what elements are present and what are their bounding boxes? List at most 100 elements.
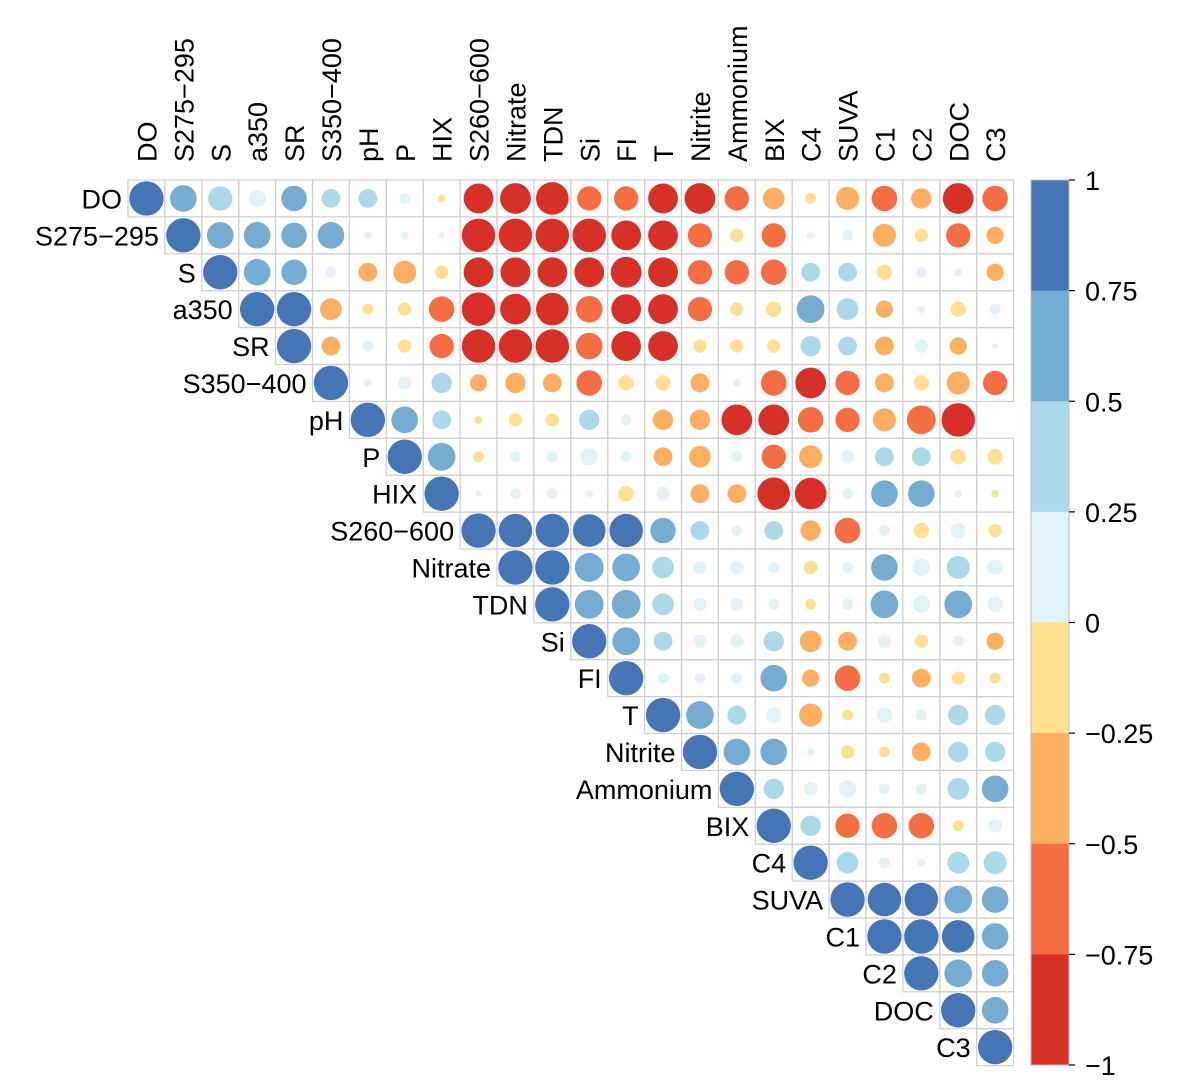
corr-circle-11-12 — [574, 589, 604, 619]
corr-circle-2-10 — [500, 257, 531, 288]
corr-circle-1-12 — [572, 218, 607, 253]
corr-circle-1-17 — [761, 223, 786, 248]
corr-circle-9-9 — [461, 513, 496, 548]
row-label: FI — [578, 664, 602, 694]
corr-circle-0-7 — [399, 193, 411, 204]
corr-circle-4-5 — [321, 336, 341, 356]
legend-segment — [1031, 733, 1069, 845]
corr-circle-3-6 — [362, 303, 374, 315]
corr-circle-17-18 — [800, 815, 821, 836]
row-label: C3 — [936, 1033, 971, 1063]
corr-circle-12-13 — [612, 627, 641, 656]
corr-circle-4-9 — [461, 329, 496, 363]
corr-circle-4-15 — [693, 339, 707, 353]
legend-tick-label: 0.25 — [1085, 498, 1138, 528]
corr-circle-2-3 — [243, 258, 271, 286]
row-label: SR — [232, 332, 270, 362]
corr-circle-10-16 — [730, 560, 744, 575]
column-label: S260−600 — [465, 38, 495, 162]
corr-circle-12-20 — [877, 634, 892, 648]
corr-circle-11-17 — [768, 598, 780, 610]
corr-circle-21-22 — [944, 959, 973, 988]
corr-circle-0-10 — [500, 183, 531, 214]
corr-circle-8-19 — [842, 488, 853, 500]
corr-circle-2-14 — [648, 257, 678, 288]
corr-circle-5-7 — [398, 376, 412, 390]
corr-circle-20-23 — [981, 923, 1009, 950]
corr-circle-2-8 — [434, 265, 449, 279]
corr-circle-14-19 — [842, 709, 853, 721]
corr-circle-1-7 — [400, 231, 409, 240]
corr-circle-15-23 — [984, 741, 1006, 763]
row-label: DOC — [874, 996, 934, 1026]
corr-circle-1-19 — [842, 229, 853, 241]
corr-circle-10-21 — [912, 558, 930, 577]
corr-circle-18-18 — [793, 845, 828, 880]
corr-circle-4-20 — [875, 336, 894, 356]
corr-circle-15-21 — [911, 742, 931, 762]
corr-circle-0-2 — [208, 186, 233, 211]
corr-circle-19-21 — [904, 882, 939, 917]
row-label: S350−400 — [183, 369, 307, 399]
column-label: Si — [575, 138, 605, 162]
corr-circle-8-21 — [908, 480, 935, 507]
corr-circle-7-8 — [427, 442, 456, 471]
corr-circle-12-23 — [986, 632, 1004, 650]
corr-circle-15-20 — [879, 746, 890, 758]
corr-circle-17-23 — [988, 819, 1002, 833]
corr-circle-5-8 — [431, 372, 452, 394]
corr-circle-0-4 — [281, 185, 307, 212]
corr-circle-16-23 — [981, 775, 1009, 803]
corr-circle-1-22 — [946, 223, 971, 248]
corr-circle-4-12 — [575, 332, 603, 360]
corr-circle-4-16 — [730, 339, 744, 353]
color-legend: 1 0.75 0.5 0.25 0 −0.25 −0.5 −0.75 −1 — [1030, 166, 1153, 1081]
corr-circle-2-13 — [610, 256, 642, 288]
corr-circle-7-13 — [620, 451, 632, 463]
row-label: C4 — [752, 849, 787, 879]
corr-circle-0-12 — [577, 186, 602, 211]
corr-circle-14-22 — [948, 704, 969, 726]
corr-circle-0-6 — [358, 189, 378, 208]
column-label: DOC — [944, 102, 974, 162]
legend-segment — [1031, 401, 1069, 513]
corr-circle-6-14 — [652, 409, 674, 431]
corr-circle-0-17 — [762, 187, 785, 210]
corr-circle-21-23 — [981, 960, 1009, 987]
corr-circle-2-2 — [203, 255, 238, 290]
row-label: SUVA — [752, 886, 824, 916]
corr-circle-7-12 — [580, 448, 598, 466]
row-label: C1 — [825, 922, 860, 952]
corr-circle-0-18 — [805, 193, 817, 204]
row-label: TDN — [472, 590, 528, 620]
corr-circle-4-7 — [398, 339, 412, 353]
corr-circle-9-23 — [988, 523, 1002, 538]
corr-circle-6-11 — [545, 413, 560, 427]
corr-circle-8-17 — [757, 477, 791, 510]
corr-circle-11-23 — [987, 596, 1003, 613]
corr-circle-10-15 — [693, 560, 707, 575]
row-label: pH — [309, 406, 344, 436]
corr-circle-9-12 — [572, 514, 606, 547]
corr-circle-4-22 — [949, 337, 967, 355]
corr-circle-9-17 — [764, 521, 784, 540]
corr-circle-0-14 — [648, 183, 678, 214]
row-label: T — [622, 701, 639, 731]
corr-circle-16-22 — [947, 777, 970, 800]
corr-circle-8-22 — [954, 489, 963, 498]
corr-circle-8-10 — [510, 488, 521, 500]
corr-circle-11-20 — [870, 590, 899, 619]
corr-circle-3-20 — [875, 300, 894, 318]
legend-tick-label: −1 — [1085, 1051, 1116, 1081]
corr-circle-13-20 — [879, 672, 890, 684]
corr-circle-3-17 — [766, 301, 782, 317]
corr-circle-15-17 — [760, 738, 788, 766]
corr-circle-0-8 — [437, 194, 446, 203]
corr-circle-1-13 — [611, 220, 642, 251]
column-label: C1 — [870, 127, 900, 162]
corr-circle-7-11 — [546, 451, 558, 463]
corr-circle-0-19 — [836, 186, 860, 210]
corr-circle-12-17 — [763, 631, 784, 652]
corr-circle-8-18 — [794, 477, 827, 510]
